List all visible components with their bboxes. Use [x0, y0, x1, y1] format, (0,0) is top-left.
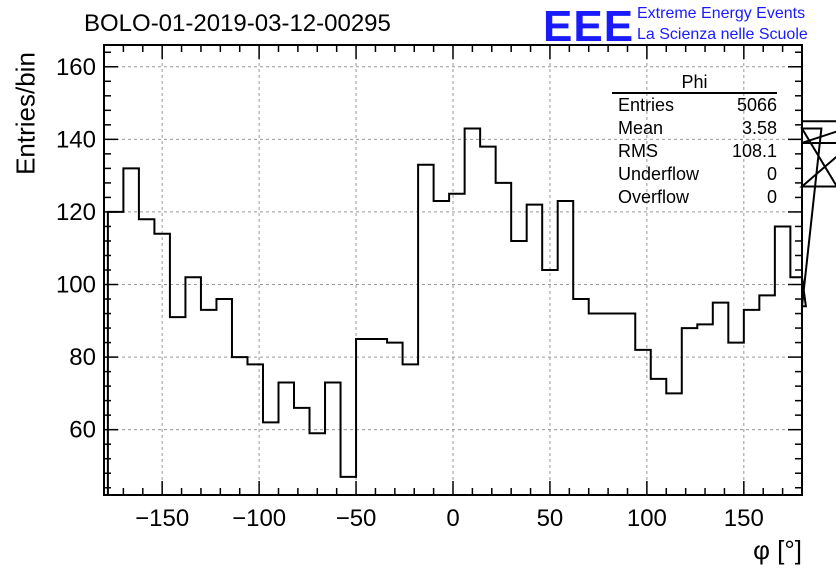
stats-title: Phi [612, 72, 777, 94]
stats-label: Mean [618, 118, 664, 138]
histogram-bin [682, 328, 698, 495]
histogram-bin [434, 201, 450, 495]
histogram-bin [511, 241, 527, 495]
stats-row-mean: Mean 3.58 [612, 117, 777, 140]
histogram-bin [418, 165, 434, 495]
histogram-bin [372, 339, 388, 495]
histogram-line [106, 120, 836, 495]
histogram-bin [635, 350, 651, 495]
histogram-bin [589, 314, 605, 495]
histogram-bin [123, 168, 139, 495]
stats-value: 3.58 [741, 118, 777, 138]
histogram-bin [527, 205, 543, 495]
histogram-bin [759, 295, 775, 495]
histogram-bin [108, 212, 124, 495]
histogram-bin [341, 477, 357, 495]
histogram-bin [387, 343, 403, 495]
histogram-bin [216, 299, 232, 495]
y-tick-label: 120 [56, 199, 96, 226]
stats-label: Entries [618, 95, 675, 115]
eee-logo-line1: Extreme Energy Events [637, 5, 806, 22]
histogram-bin [154, 234, 170, 495]
stats-value: 0 [766, 164, 777, 184]
histogram-bin [666, 393, 682, 495]
histogram-bin [697, 324, 713, 495]
x-tick-label: 100 [627, 505, 667, 532]
histogram-bin [465, 128, 481, 495]
y-tick-label: 140 [56, 126, 96, 153]
stats-value: 5066 [736, 95, 777, 115]
eee-logo-line2: La Scienza nelle Scuole [637, 26, 808, 43]
histogram-bin [310, 433, 326, 495]
eee-logo: EEE [543, 2, 635, 51]
histogram-bin [651, 379, 667, 495]
histogram-bin [201, 310, 217, 495]
x-tick-label: −50 [336, 505, 377, 532]
x-tick-label: −150 [135, 505, 189, 532]
x-axis-label: φ [°] [753, 535, 802, 565]
x-tick-label: 0 [446, 505, 459, 532]
axes: −150 −100 −50 0 50 100 150 60 80 100 120 140 160 [56, 44, 803, 532]
histogram-bin [247, 364, 263, 495]
histogram-bin [279, 383, 295, 496]
y-axis-label: Entries/bin [10, 52, 41, 175]
x-tick-label: −100 [232, 505, 286, 532]
histogram-bin [325, 383, 341, 496]
histogram-bin [480, 147, 496, 495]
y-tick-label: 80 [69, 344, 96, 371]
y-tick-label: 160 [56, 54, 96, 81]
stats-row-rms: RMS 108.1 [612, 140, 777, 163]
stats-row-overflow: Overflow 0 [612, 186, 777, 209]
stats-value: 108.1 [731, 141, 777, 161]
y-tick-label: 100 [56, 272, 96, 299]
stats-label: Underflow [618, 164, 700, 184]
histogram-bin [713, 303, 729, 495]
histogram-bin [496, 183, 512, 495]
histogram-bin [558, 201, 574, 495]
histogram-bin [449, 194, 465, 495]
stats-row-entries: Entries 5066 [612, 94, 777, 117]
y-tick-label: 60 [69, 417, 96, 444]
histogram-bin [775, 226, 791, 495]
histogram-bin [185, 277, 201, 495]
histogram-bin [139, 219, 155, 495]
histogram-bin [744, 310, 760, 495]
stats-row-underflow: Underflow 0 [612, 163, 777, 186]
x-tick-label: 150 [724, 505, 764, 532]
histogram-bin [403, 364, 419, 495]
histogram-bin [232, 357, 248, 495]
histogram-bin [542, 270, 558, 495]
stats-box: Phi Entries 5066 Mean 3.58 RMS 108.1 Und… [612, 72, 777, 209]
stats-label: RMS [618, 141, 658, 161]
histogram-bin [294, 408, 310, 495]
chart-title: BOLO-01-2019-03-12-00295 [84, 10, 391, 37]
histogram-bin [728, 343, 744, 495]
histogram-bin [573, 299, 589, 495]
histogram-bin [170, 317, 186, 495]
histogram-bin [263, 422, 279, 495]
histogram-bin [604, 314, 620, 495]
stats-label: Overflow [618, 187, 690, 207]
histogram-bin [620, 314, 636, 495]
stats-value: 0 [766, 187, 777, 207]
histogram-series [106, 120, 836, 496]
x-tick-label: 50 [537, 505, 564, 532]
histogram-bin [356, 339, 372, 495]
